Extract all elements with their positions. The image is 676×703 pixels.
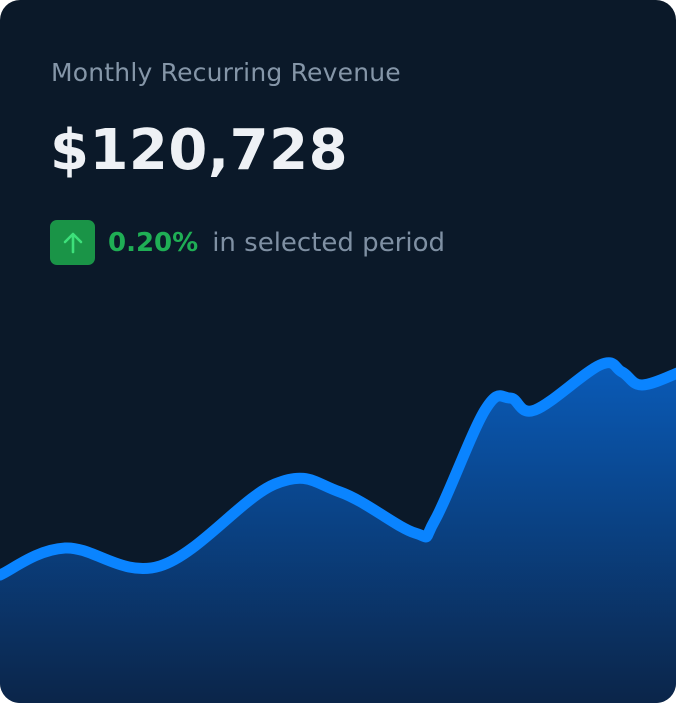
metric-value: $120,728: [50, 118, 349, 183]
card-title: Monthly Recurring Revenue: [51, 58, 401, 87]
chart-area-fill: [0, 362, 676, 703]
arrow-up-icon: [63, 232, 82, 253]
change-label: in selected period: [212, 227, 446, 258]
chart-line: [0, 357, 676, 581]
change-indicator: 0.20% in selected period: [50, 220, 445, 265]
change-percent: 0.20%: [108, 227, 199, 258]
change-badge: [50, 220, 95, 265]
